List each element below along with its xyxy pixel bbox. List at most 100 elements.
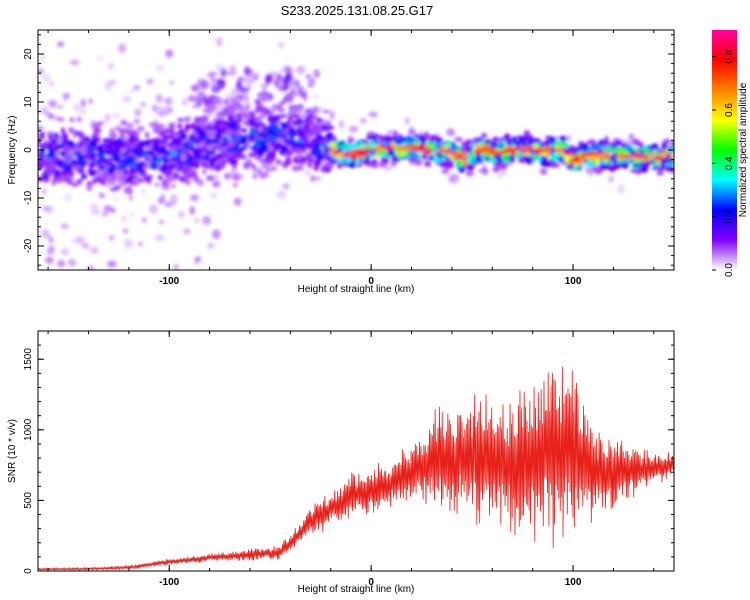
spectrogram-cell	[407, 151, 414, 158]
spectrogram-cell	[480, 153, 486, 160]
spectrogram-cell	[446, 162, 455, 169]
spectrogram-cell	[651, 166, 660, 170]
spectrogram-cell	[75, 236, 85, 245]
spectrogram-cell	[55, 144, 64, 149]
spectrogram-cell	[107, 63, 115, 70]
spectrogram-cell	[598, 139, 604, 146]
spectrogram-cell	[366, 134, 375, 141]
spectrogram-cell	[63, 192, 72, 203]
spectrogram-cell	[236, 106, 245, 111]
spectrogram-cell	[64, 158, 70, 162]
spectrogram-cell	[154, 234, 165, 242]
spectrogram-cell	[164, 176, 173, 184]
spectrogram-cell	[106, 162, 115, 167]
spectrogram-cell	[281, 129, 289, 135]
spectrogram-cell	[291, 165, 300, 172]
spectrogram-cell	[551, 162, 561, 168]
spectrogram-cell	[564, 155, 570, 163]
spectrogram-cell	[215, 164, 221, 172]
spectrogram-cell	[241, 155, 248, 160]
spectrogram-cell	[89, 161, 96, 168]
spectrogram-y-ticks: -20 -10 0 10 20	[23, 34, 674, 266]
spectrogram-cell	[543, 139, 552, 147]
spectrogram-cell	[101, 211, 109, 217]
spectrogram-cell	[585, 160, 594, 167]
x-tick-label: 100	[565, 276, 582, 287]
spectrogram-cell	[563, 152, 575, 156]
spectrogram-cell	[307, 132, 315, 138]
spectrogram-cell	[260, 107, 267, 112]
spectrogram-cell	[235, 151, 242, 157]
spectrogram-cell	[159, 165, 169, 170]
spectrogram-cell	[92, 177, 100, 182]
spectrogram-cell	[243, 162, 250, 168]
snr-x-label: Height of straight line (km)	[298, 584, 415, 595]
y-tick-label: 0	[23, 147, 34, 153]
spectrogram-cell	[66, 151, 71, 158]
spectrogram-cell	[207, 163, 217, 168]
spectrogram-cell	[478, 169, 484, 173]
spectrogram-cell	[188, 134, 196, 142]
spectrogram-cell	[285, 124, 293, 130]
spectrogram-cell	[414, 159, 423, 166]
spectrogram-cell	[569, 158, 577, 162]
spectrogram-cell	[407, 129, 417, 135]
spectrogram-cell	[307, 158, 315, 163]
spectrogram-cell	[144, 131, 150, 139]
spectrogram-cell	[96, 160, 101, 164]
spectrogram-cell	[664, 138, 671, 144]
spectrogram-cell	[506, 139, 513, 146]
spectrogram-cell	[394, 138, 403, 145]
spectrogram-cell	[336, 147, 343, 152]
colorbar-label: Normalized spectral amplitude	[738, 82, 749, 217]
spectrogram-cell	[254, 133, 260, 140]
spectrogram-cell	[136, 153, 144, 159]
spectrogram-cell	[633, 162, 640, 167]
spectrogram-cell	[569, 145, 577, 150]
spectrogram-cell	[266, 116, 273, 122]
spectrogram-cell	[88, 98, 93, 104]
spectrogram-cell	[253, 116, 261, 121]
spectrogram-cell	[445, 156, 451, 161]
spectrogram-cell	[144, 145, 151, 150]
spectrogram-cell	[364, 157, 370, 164]
spectrogram-cell	[122, 228, 129, 234]
spectrogram-cell	[123, 186, 132, 194]
spectrogram-cell	[78, 135, 87, 140]
spectrogram-cell	[80, 173, 88, 180]
spectrogram-cell	[566, 164, 575, 170]
spectrogram-cell	[492, 137, 500, 141]
spectrogram-cell	[128, 162, 138, 167]
spectrogram-cell	[60, 248, 70, 256]
colorbar-tick-label: 0.4	[724, 156, 735, 170]
spectrogram-cell	[226, 141, 235, 149]
spectrogram-cell	[120, 147, 126, 154]
spectrogram-cell	[140, 188, 146, 194]
spectrogram-cell	[222, 149, 229, 156]
spectrogram-cell	[397, 145, 404, 149]
spectrogram-cell	[60, 176, 66, 180]
spectrogram-cell	[454, 137, 464, 142]
spectrogram-cell	[287, 148, 294, 157]
spectrogram-x-label: Height of straight line (km)	[298, 284, 415, 295]
spectrogram-cell	[523, 130, 531, 137]
spectrogram-cell	[462, 159, 469, 167]
spectrogram-cell	[89, 246, 99, 254]
spectrogram-cell	[43, 233, 51, 239]
spectrogram-cell	[348, 125, 359, 133]
spectrogram-cell	[184, 123, 191, 130]
spectrogram-cell	[144, 140, 151, 146]
spectrogram-cell	[38, 135, 46, 140]
spectrogram-cell	[97, 155, 103, 160]
spectrogram-cell	[462, 150, 469, 156]
spectrogram-cell	[494, 154, 503, 159]
spectrogram-cell	[230, 119, 239, 125]
spectrogram-cell	[336, 162, 343, 169]
spectrogram-cell	[656, 170, 664, 176]
spectrogram-cell	[155, 64, 165, 72]
spectrogram-cell	[474, 151, 482, 155]
spectrogram-cell	[170, 184, 177, 189]
spectrogram-cell	[106, 157, 115, 162]
spectrogram-cell	[133, 84, 141, 91]
